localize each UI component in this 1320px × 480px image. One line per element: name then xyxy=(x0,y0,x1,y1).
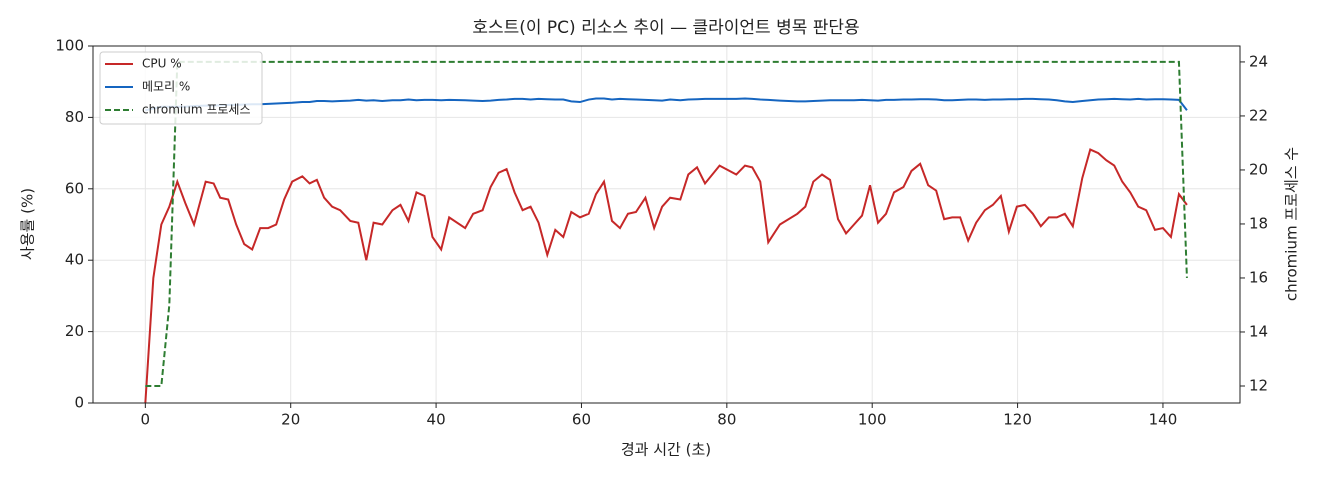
legend-label: 메모리 % xyxy=(142,80,190,94)
plot-frame xyxy=(92,45,1241,404)
y-tick-label: 100 xyxy=(55,37,84,55)
y2-axis-label: chromium 프로세스 수 xyxy=(1283,147,1301,301)
y2-tick-label: 14 xyxy=(1249,322,1268,340)
y-tick-label: 60 xyxy=(65,179,84,197)
y2-tick-label: 20 xyxy=(1249,160,1268,178)
y-tick-label: 80 xyxy=(65,108,84,126)
x-tick-label: 100 xyxy=(858,411,887,429)
y2-tick-label: 24 xyxy=(1249,52,1268,70)
series-line xyxy=(144,148,1188,404)
y2-tick-label: 22 xyxy=(1249,106,1268,124)
legend-label: chromium 프로세스 xyxy=(142,103,251,117)
y-tick-label: 0 xyxy=(74,394,84,412)
x-axis-label: 경과 시간 (초) xyxy=(621,441,711,459)
y2-tick-label: 18 xyxy=(1249,214,1268,232)
y-tick-label: 40 xyxy=(65,251,84,269)
x-tick-label: 120 xyxy=(1003,411,1032,429)
y-tick-label: 20 xyxy=(65,322,84,340)
x-tick-label: 80 xyxy=(717,411,736,429)
x-tick-label: 40 xyxy=(427,411,446,429)
series-line xyxy=(145,60,1188,387)
series-line xyxy=(145,97,1188,112)
y2-tick-label: 12 xyxy=(1249,376,1268,394)
legend-box xyxy=(99,51,263,125)
x-tick-label: 20 xyxy=(281,411,300,429)
x-tick-label: 60 xyxy=(572,411,591,429)
chart-title: 호스트(이 PC) 리소스 추이 — 클라이언트 병목 판단용 xyxy=(472,18,859,38)
x-tick-label: 140 xyxy=(1149,411,1178,429)
legend-label: CPU % xyxy=(142,57,182,71)
y2-tick-label: 16 xyxy=(1249,268,1268,286)
y-axis-label: 사용률 (%) xyxy=(19,188,37,260)
x-tick-label: 0 xyxy=(141,411,151,429)
legend: CPU % 메모리 % chromium 프로세스 xyxy=(99,51,263,125)
